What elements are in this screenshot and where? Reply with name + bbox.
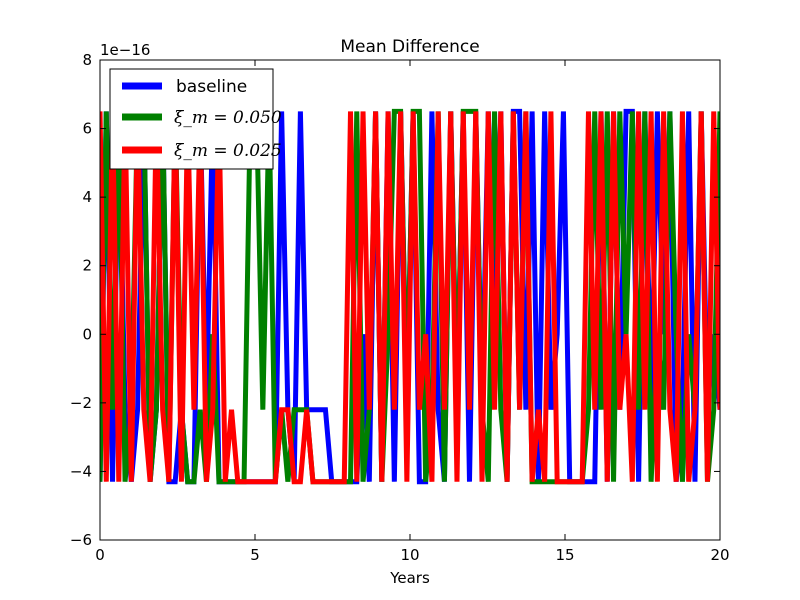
- x-tick-label: 10: [400, 546, 419, 564]
- y-tick-label: 4: [82, 188, 92, 206]
- x-tick-label: 15: [555, 546, 574, 564]
- ticks-layer: 0 5 10 15 20 −6 −4 −2 0 2 4 6 8: [70, 51, 730, 564]
- y-tick-label: −2: [70, 394, 92, 412]
- legend-label-xi-025: ξ_m = 0.025: [174, 141, 282, 161]
- series-layer: [100, 108, 720, 485]
- legend-label-baseline: baseline: [176, 77, 247, 97]
- y-tick-label: 0: [82, 325, 92, 343]
- chart-title: Mean Difference: [340, 37, 479, 57]
- x-tick-label: 0: [95, 546, 105, 564]
- legend: baseline ξ_m = 0.050 ξ_m = 0.025: [109, 68, 282, 170]
- y-offset-label: 1e−16: [100, 41, 150, 59]
- x-tick-label: 5: [250, 546, 260, 564]
- y-tick-label: −6: [70, 531, 92, 549]
- y-tick-label: 6: [82, 120, 92, 138]
- y-tick-label: −4: [70, 462, 92, 480]
- x-axis-label: Years: [389, 569, 430, 587]
- series-line-2: [100, 111, 720, 485]
- legend-label-xi-050: ξ_m = 0.050: [174, 108, 282, 128]
- x-tick-label: 20: [710, 546, 729, 564]
- y-tick-label: 2: [82, 257, 92, 275]
- y-tick-label: 8: [82, 51, 92, 69]
